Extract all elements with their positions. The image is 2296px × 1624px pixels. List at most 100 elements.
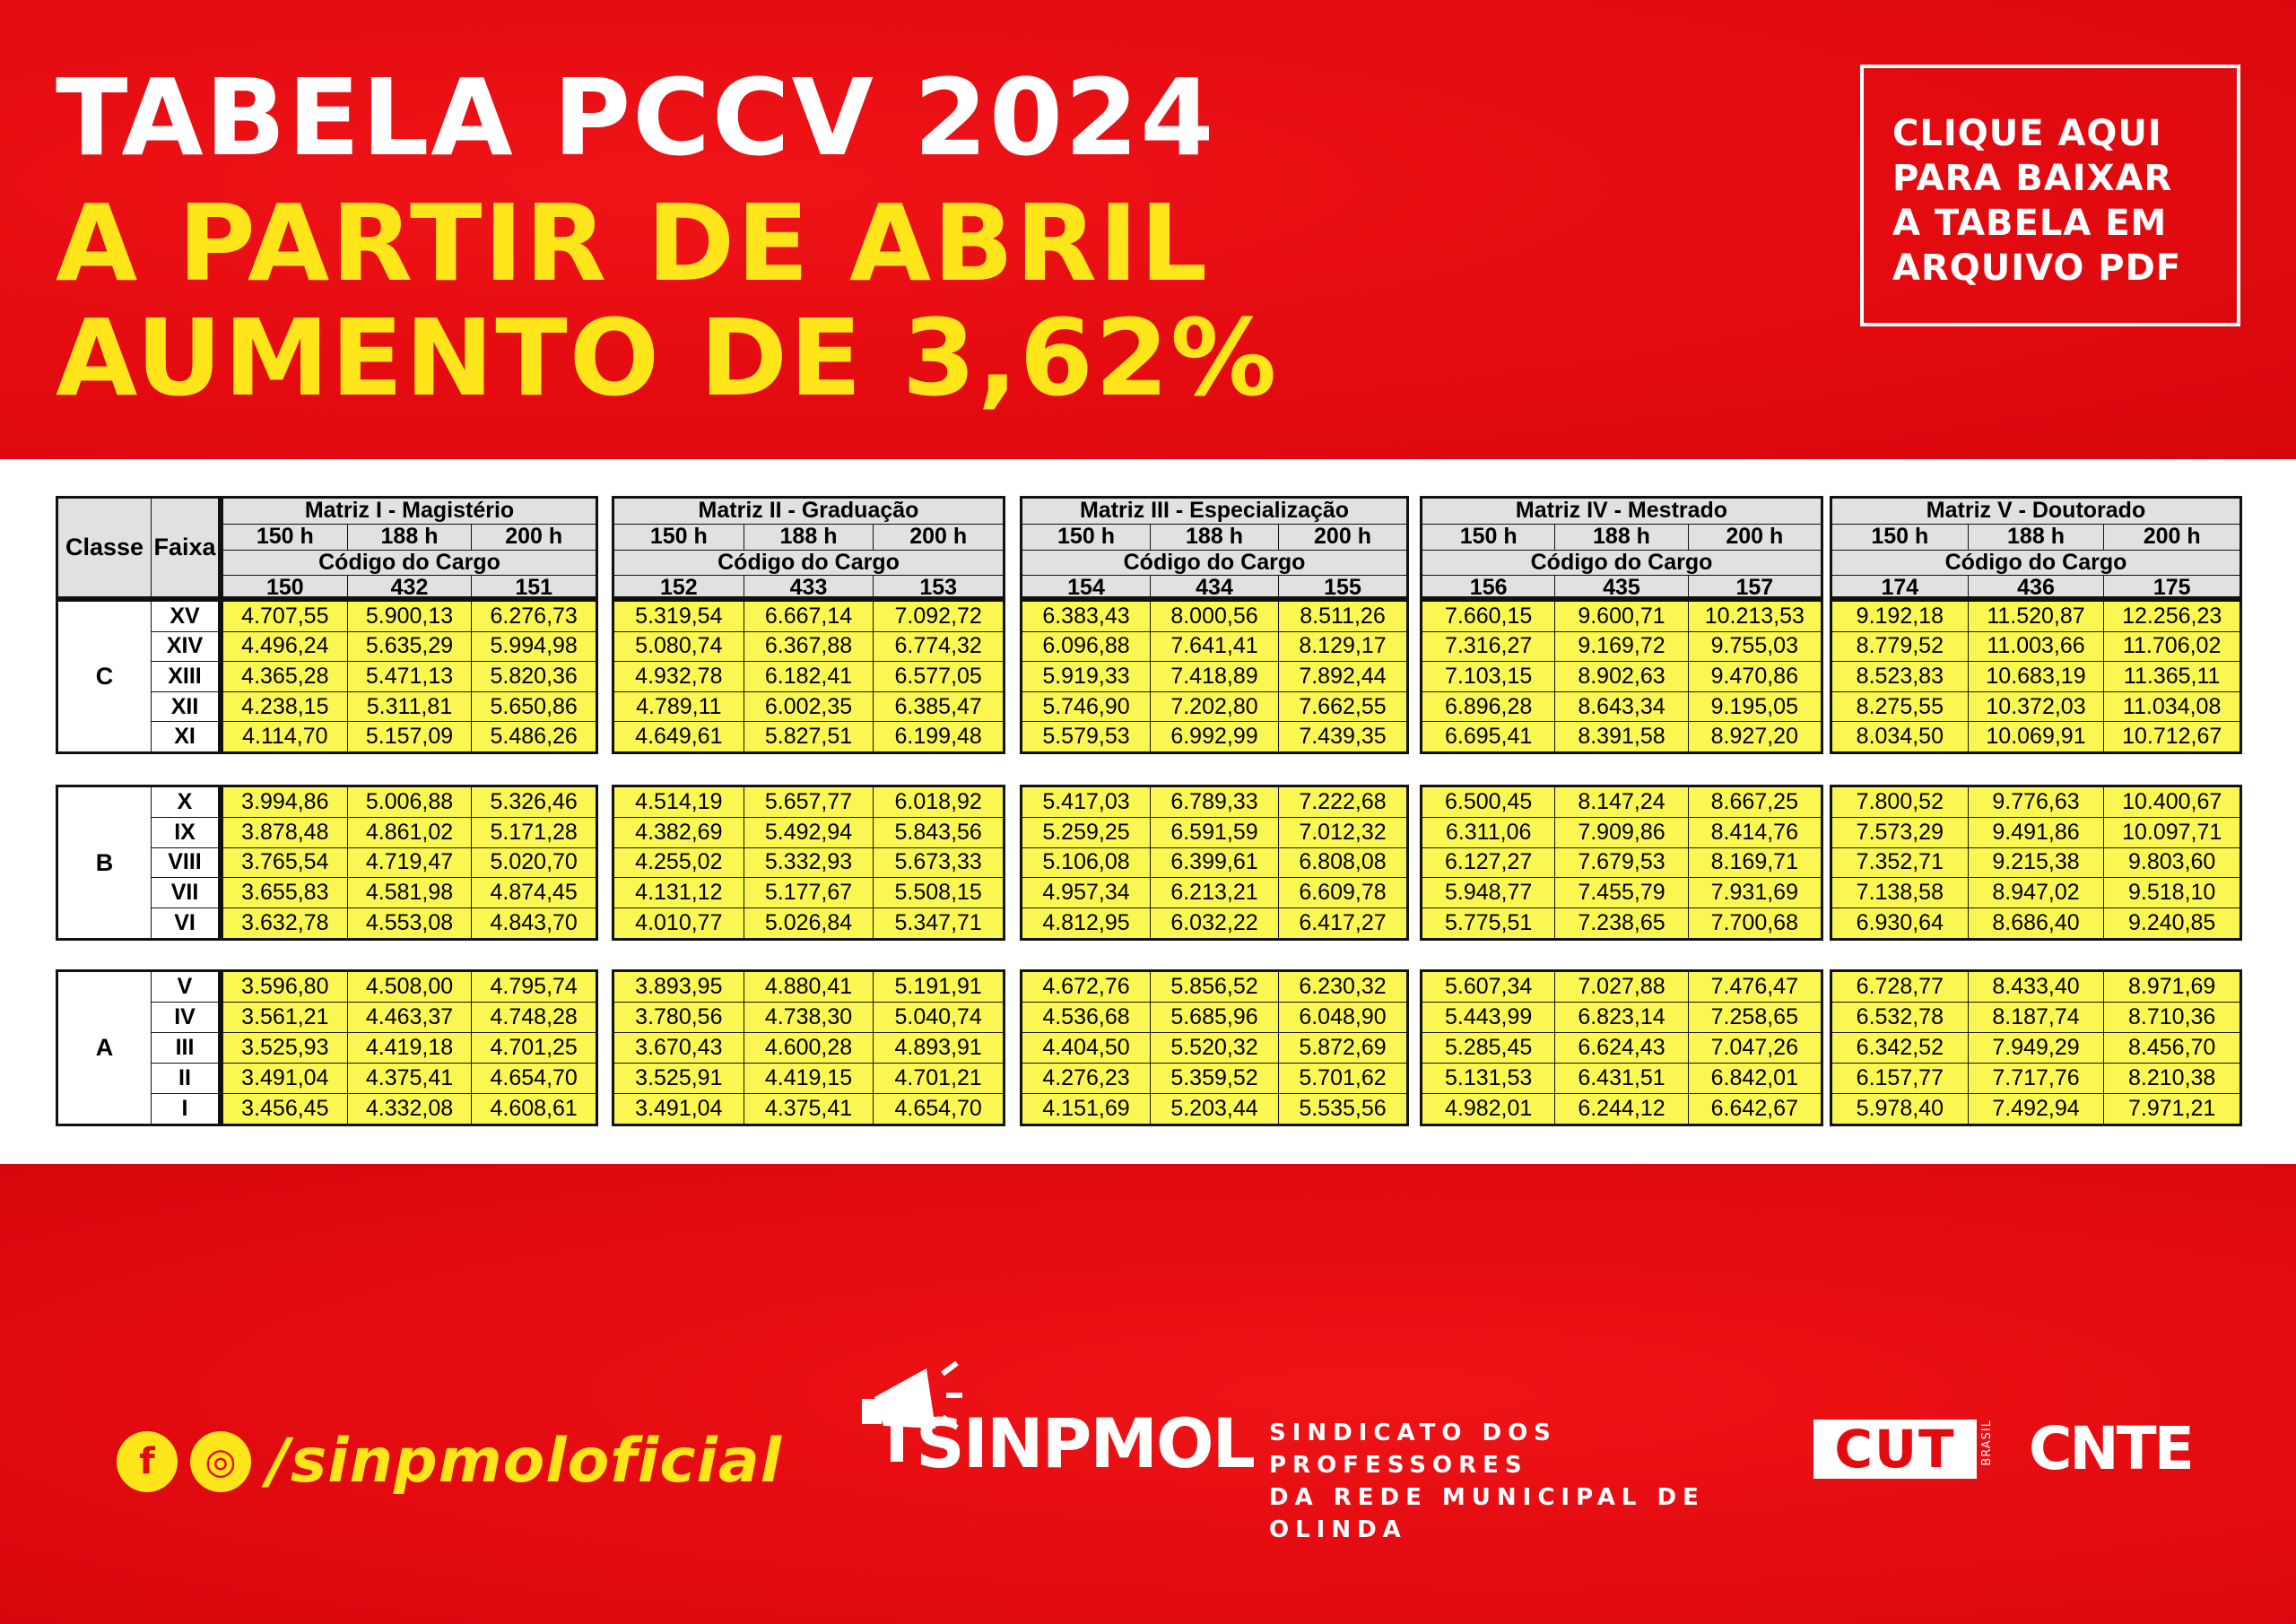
table-row: 5.579,53 6.992,99 7.439,35 [1022, 722, 1406, 751]
matrix-header: Matriz II - Graduação 150 h 188 h 200 h Códi… [612, 496, 1005, 602]
salary-value: 6.096,88 [1022, 631, 1151, 662]
salary-value: 3.765,54 [223, 847, 348, 878]
faixa-label: I [181, 1096, 188, 1121]
salary-value: 6.823,14 [1555, 1003, 1689, 1032]
hours-label: 188 h [1969, 524, 2105, 550]
classe-label: C [58, 602, 152, 751]
table-row: 3.765,54 4.719,47 5.020,70 [223, 847, 596, 879]
salary-value: 8.779,52 [1832, 631, 1969, 662]
salary-value: 4.795,74 [472, 972, 596, 1002]
table-row: 8.034,50 10.069,91 10.712,67 [1832, 722, 2240, 751]
salary-value: 4.982,01 [1422, 1094, 1556, 1124]
salary-value: 4.932,78 [614, 662, 744, 691]
matrix-values-block: 4.672,76 5.856,52 6.230,32 4.536,68 5.685,96… [1020, 969, 1409, 1126]
table-row: 4.957,34 6.213,21 6.609,78 [1022, 878, 1406, 909]
salary-value: 8.414,76 [1688, 817, 1821, 847]
table-row: 5.607,34 7.027,88 7.476,47 [1422, 972, 1821, 1003]
salary-value: 6.896,28 [1422, 691, 1556, 722]
table-row: 4.010,77 5.026,84 5.347,71 [614, 908, 1004, 938]
salary-value: 7.138,58 [1832, 878, 1969, 908]
salary-value: 4.608,61 [472, 1094, 596, 1124]
salary-value: 5.006,88 [347, 787, 473, 817]
faixa-header: Faixa [153, 534, 216, 560]
table-row: 7.138,58 8.947,02 9.518,10 [1832, 878, 2240, 909]
salary-value: 5.900,13 [347, 602, 473, 631]
instagram-icon[interactable]: ◎ [190, 1430, 251, 1492]
salary-value: 5.520,32 [1151, 1033, 1279, 1063]
salary-value: 10.372,03 [1968, 691, 2105, 722]
social-handle[interactable]: /sinpmoloficial [267, 1426, 783, 1497]
table-row: 4.276,23 5.359,52 5.701,62 [1022, 1064, 1406, 1094]
salary-value: 8.902,63 [1555, 662, 1689, 691]
salary-value: 6.642,67 [1688, 1094, 1821, 1124]
salary-value: 3.655,83 [223, 878, 348, 908]
faixa-label: VIII [152, 848, 218, 879]
codigo-row: Código do Cargo [1022, 550, 1406, 577]
salary-value: 7.258,65 [1688, 1003, 1821, 1032]
salary-value: 7.700,68 [1688, 908, 1821, 938]
salary-value: 7.949,29 [1968, 1033, 2105, 1063]
codes-row: 154 434 155 [1022, 576, 1406, 602]
salary-value: 4.332,08 [347, 1094, 473, 1124]
salary-value: 8.169,71 [1688, 847, 1821, 878]
salary-value: 8.275,55 [1832, 691, 1969, 722]
salary-value: 7.679,53 [1555, 847, 1689, 878]
salary-value: 7.455,79 [1555, 878, 1689, 908]
codigo-row: Código do Cargo [1422, 550, 1821, 577]
salary-value: 5.259,25 [1022, 817, 1151, 847]
table-row: 7.352,71 9.215,38 9.803,60 [1832, 847, 2240, 879]
salary-value: 6.311,06 [1422, 817, 1556, 847]
salary-value: 5.106,08 [1022, 847, 1151, 878]
salary-value: 5.827,51 [744, 722, 874, 751]
table-row: 6.930,64 8.686,40 9.240,85 [1832, 908, 2240, 938]
facebook-icon[interactable]: f [117, 1430, 178, 1492]
salary-value: 9.240,85 [2104, 908, 2240, 938]
salary-value: 4.600,28 [744, 1033, 874, 1063]
table-row: 5.443,99 6.823,14 7.258,65 [1422, 1003, 1821, 1033]
code-label: 432 [348, 576, 473, 602]
salary-value: 5.775,51 [1422, 908, 1556, 938]
hours-label: 150 h [1422, 524, 1556, 550]
salary-value: 4.789,11 [614, 691, 744, 722]
table-row: 6.896,28 8.643,34 9.195,05 [1422, 691, 1821, 723]
salary-value: 9.755,03 [1688, 631, 1821, 662]
salary-value: 10.400,67 [2104, 787, 2240, 817]
table-row: 4.238,15 5.311,81 5.650,86 [223, 691, 596, 723]
matrix-name-row: Matriz V - Doutorado [1832, 499, 2239, 525]
code-label: 151 [515, 576, 553, 601]
salary-value: 6.002,35 [744, 691, 874, 722]
salary-value: 5.026,84 [744, 908, 874, 938]
salary-value: 10.097,71 [2104, 817, 2240, 847]
salary-value: 5.080,74 [614, 631, 744, 662]
salary-value: 5.285,45 [1422, 1033, 1556, 1063]
table-row: 3.670,43 4.600,28 4.893,91 [614, 1033, 1004, 1064]
faixa-column: V IV III II I [152, 972, 218, 1124]
matrix-values-block: 3.994,86 5.006,88 5.326,46 3.878,48 4.861,02… [221, 785, 598, 941]
salary-value: 3.893,95 [614, 972, 744, 1002]
salary-value: 5.020,70 [472, 847, 596, 878]
salary-value: 6.609,78 [1279, 878, 1406, 908]
table-row: 4.789,11 6.002,35 6.385,47 [614, 691, 1004, 723]
salary-value: 7.103,15 [1422, 662, 1556, 691]
salary-value: 8.523,83 [1832, 662, 1969, 691]
download-pdf-button[interactable]: CLIQUE AQUI PARA BAIXAR A TABELA EM ARQU… [1860, 65, 2240, 326]
salary-value: 5.443,99 [1422, 1003, 1556, 1032]
table-row: 6.157,77 7.717,76 8.210,38 [1832, 1064, 2240, 1094]
salary-value: 8.129,17 [1279, 631, 1406, 662]
salary-value: 7.909,86 [1555, 817, 1689, 847]
salary-value: 12.256,23 [2104, 602, 2240, 631]
salary-value: 7.892,44 [1279, 662, 1406, 691]
classe-group-inner: B X IX VIII VII VI [58, 787, 218, 938]
salary-value: 3.596,80 [223, 972, 348, 1002]
salary-value: 4.375,41 [744, 1094, 874, 1124]
table-row: 6.342,52 7.949,29 8.456,70 [1832, 1033, 2240, 1064]
salary-value: 7.717,76 [1968, 1064, 2105, 1093]
faixa-column: X IX VIII VII VI [152, 787, 218, 938]
salary-value: 8.187,74 [1968, 1003, 2105, 1032]
salary-value: 4.649,61 [614, 722, 744, 751]
salary-value: 6.018,92 [874, 787, 1004, 817]
salary-value: 4.654,70 [874, 1094, 1004, 1124]
table-row: 4.114,70 5.157,09 5.486,26 [223, 722, 596, 751]
matrix-name: Matriz IV - Mestrado [1515, 498, 1728, 523]
salary-value: 5.191,91 [874, 972, 1004, 1002]
